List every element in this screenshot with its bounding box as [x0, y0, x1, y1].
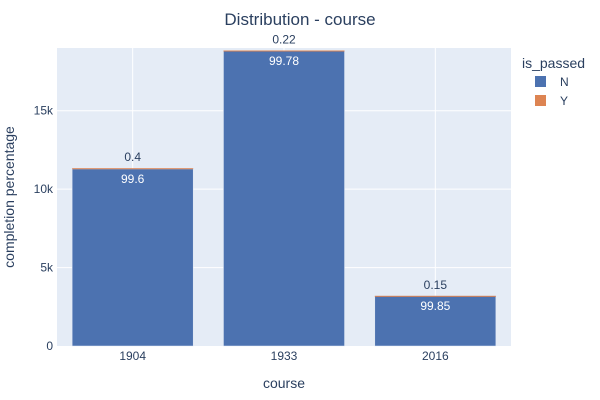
- bars: [71, 50, 497, 347]
- legend-swatch-N[interactable]: [535, 76, 546, 87]
- data-label-Y: 0.22: [272, 32, 296, 46]
- data-label-N: 99.78: [269, 54, 299, 68]
- bar-Y-1904[interactable]: [72, 168, 194, 170]
- y-tick-label: 15k: [34, 104, 54, 118]
- x-tick-label: 1933: [271, 349, 298, 363]
- x-axis-ticks: 1904 1933 2016: [119, 349, 449, 363]
- legend-title: is_passed: [522, 55, 585, 71]
- bar-Y-1933[interactable]: [223, 50, 345, 52]
- legend[interactable]: is_passed NY: [522, 55, 585, 108]
- x-tick-label: 2016: [422, 349, 449, 363]
- bar-N-2016[interactable]: [374, 295, 497, 347]
- y-tick-label: 10k: [34, 182, 54, 196]
- data-label-Y: 0.4: [124, 150, 141, 164]
- legend-label-N[interactable]: N: [560, 75, 569, 89]
- y-tick-label: 5k: [40, 261, 54, 275]
- x-axis-title: course: [263, 375, 305, 391]
- y-axis-title: completion percentage: [1, 126, 17, 268]
- bar-Y-2016[interactable]: [374, 295, 496, 297]
- data-label-Y: 0.15: [424, 278, 448, 292]
- legend-label-Y[interactable]: Y: [560, 94, 568, 108]
- legend-swatch-Y[interactable]: [535, 95, 546, 106]
- chart-title: Distribution - course: [224, 10, 375, 29]
- y-tick-label: 0: [46, 339, 53, 353]
- data-label-N: 99.6: [121, 172, 145, 186]
- y-axis-ticks: 0 5k 10k 15k: [34, 104, 54, 353]
- bar-N-1933[interactable]: [223, 50, 345, 347]
- data-labels: 99.6 0.4 99.78 0.22 99.85 0.15: [121, 32, 451, 312]
- x-tick-label: 1904: [119, 349, 146, 363]
- data-label-N: 99.85: [420, 299, 450, 313]
- bar-N-1904[interactable]: [71, 168, 194, 347]
